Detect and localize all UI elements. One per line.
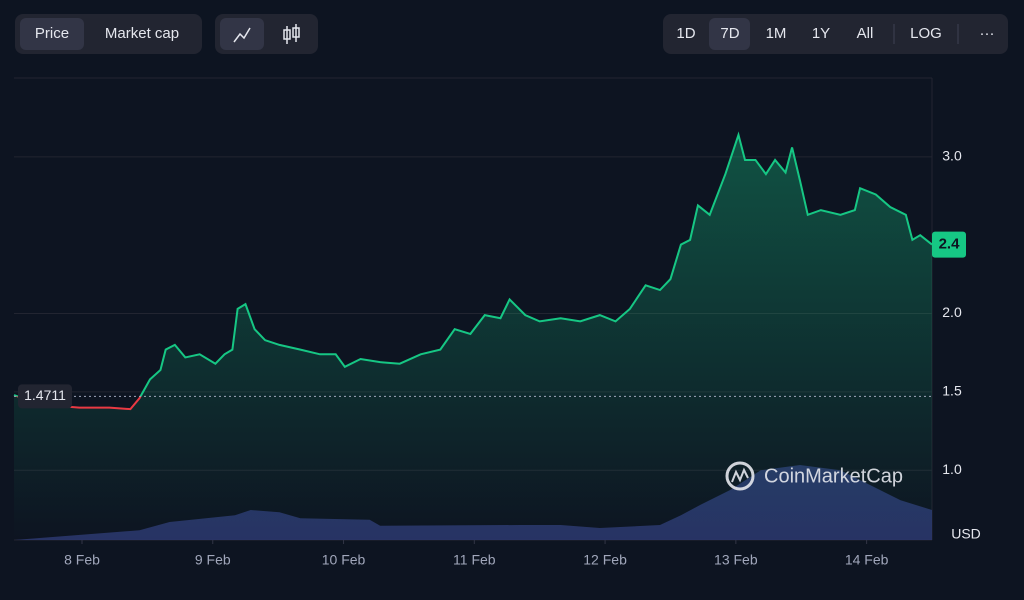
- candle-icon[interactable]: [283, 24, 300, 44]
- y-tick-label: 2.0: [942, 304, 962, 320]
- unit-label: USD: [951, 526, 981, 542]
- price-badge-label: 2.4: [939, 236, 961, 253]
- range-button[interactable]: 1M: [766, 25, 787, 42]
- watermark: CoinMarketCap: [725, 461, 903, 491]
- tab-selected: [20, 18, 84, 50]
- range-button[interactable]: 1D: [676, 25, 695, 42]
- chart-type-selected: [220, 18, 264, 50]
- price-area: [14, 134, 932, 540]
- y-tick-label: 1.5: [942, 383, 962, 399]
- x-tick-label: 13 Feb: [714, 552, 758, 568]
- x-tick-label: 14 Feb: [845, 552, 889, 568]
- x-tick-label: 11 Feb: [453, 552, 496, 568]
- x-tick-label: 9 Feb: [195, 552, 231, 568]
- tab-button[interactable]: Price: [35, 25, 69, 42]
- x-tick-label: 12 Feb: [583, 552, 627, 568]
- plot-layer: 1.0 1.5 2.0 3.0 8 Feb 9 Feb 10 Feb 11 Feb 12 Feb…: [13, 131, 966, 568]
- range-button[interactable]: 1Y: [812, 25, 830, 42]
- baseline-badge: [18, 384, 72, 409]
- y-tick-label: 1.0: [942, 461, 962, 477]
- x-tick-label: 8 Feb: [64, 552, 100, 568]
- range-button[interactable]: 7D: [720, 25, 739, 42]
- range-selected: [709, 18, 750, 50]
- price-badge: [932, 231, 966, 258]
- range-button[interactable]: All: [857, 25, 874, 42]
- range-button[interactable]: LOG: [910, 25, 942, 42]
- line-icon[interactable]: [233, 27, 251, 43]
- tab-button[interactable]: Market cap: [105, 25, 179, 42]
- watermark-text: CoinMarketCap: [764, 465, 903, 487]
- baseline-label: 1.4711: [24, 387, 66, 403]
- x-tick-label: 10 Feb: [322, 552, 366, 568]
- price-line: [13, 131, 933, 411]
- more-button[interactable]: ···: [980, 25, 995, 42]
- y-tick-label: 3.0: [942, 148, 962, 164]
